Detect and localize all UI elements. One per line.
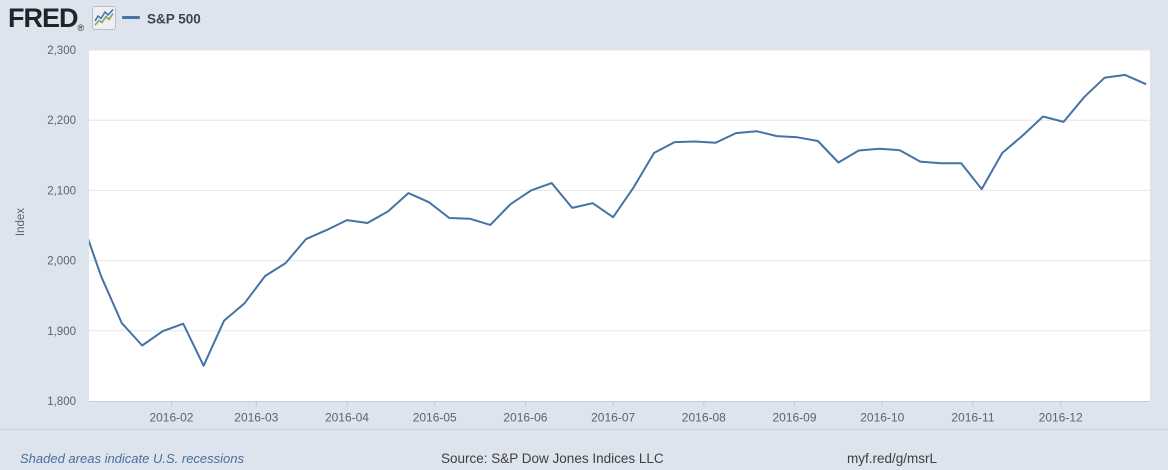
legend-line-swatch — [122, 16, 140, 20]
footer-divider — [0, 429, 1168, 430]
y-tick-label: 2,100 — [47, 185, 76, 197]
y-tick-label: 2,300 — [47, 45, 76, 57]
y-tick-label: 2,200 — [47, 115, 76, 127]
source-attribution: Source: S&P Dow Jones Indices LLC — [441, 451, 664, 466]
x-tick-label: 2016-09 — [772, 411, 816, 425]
x-tick-label: 2016-10 — [860, 411, 904, 425]
fred-logo-chart-icon — [91, 6, 116, 30]
header: FRED® S&P 500 — [0, 0, 1168, 38]
fred-logo-text: FRED — [8, 3, 78, 33]
recession-note: Shaded areas indicate U.S. recessions — [20, 451, 245, 466]
plot-background[interactable] — [89, 50, 1150, 401]
x-tick-label: 2016-02 — [149, 411, 193, 425]
y-axis-title: Index — [15, 207, 27, 237]
x-tick-label: 2016-07 — [591, 411, 635, 425]
legend: S&P 500 — [122, 10, 201, 28]
y-tick-label: 2,000 — [47, 256, 76, 268]
y-tick-label: 1,900 — [47, 326, 76, 338]
y-tick-label: 1,800 — [47, 396, 76, 408]
fred-logo[interactable]: FRED® — [8, 3, 116, 35]
x-tick-label: 2016-04 — [325, 411, 369, 425]
x-tick-label: 2016-03 — [234, 411, 278, 425]
permalink[interactable]: myf.red/g/msrL — [847, 451, 938, 466]
x-tick-label: 2016-08 — [682, 411, 726, 425]
sp500-series-line — [89, 73, 1147, 367]
registered-mark: ® — [77, 23, 85, 33]
legend-series-label: S&P 500 — [147, 11, 201, 27]
x-tick-label: 2016-11 — [951, 411, 994, 425]
x-tick-label: 2016-06 — [503, 411, 547, 425]
x-tick-label: 2016-05 — [413, 411, 457, 425]
x-tick-label: 2016-12 — [1039, 411, 1083, 425]
